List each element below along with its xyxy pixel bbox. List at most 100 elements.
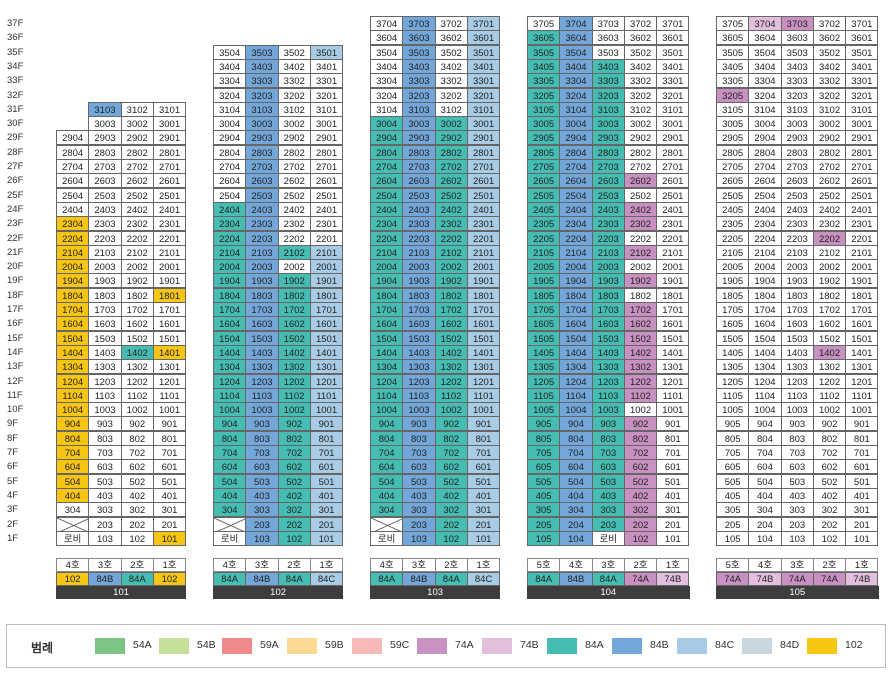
unit-cell: 3403	[402, 58, 436, 74]
unit-cell: 204	[748, 516, 782, 532]
unit-cell: 1504	[213, 330, 247, 346]
unit-type-label: 74A	[623, 572, 658, 586]
ho-label: 5호	[716, 558, 750, 572]
unit-cell: 601	[656, 459, 690, 475]
unit-cell: 1303	[780, 359, 814, 375]
unit-cell: 2402	[623, 201, 658, 217]
unit-cell: 1404	[748, 344, 782, 360]
unit-cell: 1503	[780, 330, 814, 346]
unit-cell: 3502	[812, 44, 847, 60]
legend-label: 54A	[133, 639, 152, 651]
unit-cell: 1302	[120, 359, 154, 375]
unit-cell: 3204	[213, 87, 247, 103]
unit-cell: 3602	[812, 30, 847, 46]
unit-cell: 1001	[656, 402, 690, 418]
unit-cell: 1903	[780, 273, 814, 289]
unit-cell: 2503	[591, 187, 625, 203]
unit-cell: 1401	[152, 344, 187, 360]
unit-cell: 3003	[591, 116, 625, 132]
unit-cell: 2701	[152, 159, 187, 174]
legend-label: 74B	[520, 639, 539, 651]
unit-cell: 2702	[434, 159, 468, 174]
unit-cell: 2303	[88, 216, 122, 232]
unit-cell: 1704	[559, 302, 593, 317]
unit-cell: 2802	[434, 144, 468, 160]
unit-cell: 3104	[748, 101, 782, 117]
unit-cell: 2202	[812, 230, 847, 246]
unit-type-label: 84A	[120, 572, 154, 586]
unit-cell: 903	[780, 416, 814, 432]
unit-cell: 1801	[152, 287, 187, 303]
unit-type-label: 102	[152, 572, 187, 586]
unit-cell: 3205	[716, 87, 750, 103]
unit-cell: 501	[845, 473, 879, 489]
unit-cell: 3403	[780, 58, 814, 74]
unit-cell: 1902	[120, 273, 154, 289]
unit-cell: 3203	[245, 87, 279, 103]
unit-cell: 202	[120, 516, 154, 532]
unit-cell: 2103	[245, 244, 279, 260]
unit-cell: 1604	[559, 316, 593, 332]
unit-cell: 1804	[559, 287, 593, 303]
unit-cell: 1701	[309, 302, 344, 317]
unit-cell: 3305	[527, 73, 561, 89]
legend-label: 84A	[585, 639, 604, 651]
unit-cell: 1402	[812, 344, 847, 360]
unit-cell: 3502	[623, 44, 658, 60]
unit-cell: 2403	[245, 201, 279, 217]
unit-cell: 1803	[402, 287, 436, 303]
unit-cell: 2002	[623, 259, 658, 275]
unit-cell: 1903	[245, 273, 279, 289]
unit-cell: 2202	[120, 230, 154, 246]
unit-cell: 1804	[370, 287, 404, 303]
unit-type-label: 84A	[370, 572, 404, 586]
legend-swatch	[742, 638, 772, 654]
unit-cell: 903	[245, 416, 279, 432]
unit-cell: 1202	[812, 373, 847, 389]
unit-cell: 2903	[402, 130, 436, 146]
unit-cell: 2403	[88, 201, 122, 217]
unit-cell: 502	[277, 473, 311, 489]
unit-cell: 3703	[591, 16, 625, 31]
unit-cell: 2802	[623, 144, 658, 160]
ho-label: 1호	[309, 558, 344, 572]
unit-cell: 1503	[591, 330, 625, 346]
unit-cell: 2502	[277, 187, 311, 203]
unit-cell: 1804	[213, 287, 247, 303]
unit-cell: 1702	[277, 302, 311, 317]
unit-cell: 702	[812, 445, 847, 460]
unit-cell: 3601	[466, 30, 501, 46]
unit-cell: 3605	[527, 30, 561, 46]
unit-cell: 1201	[656, 373, 690, 389]
unit-cell: 902	[812, 416, 847, 432]
unit-cell: 2801	[656, 144, 690, 160]
unit-cell: 2603	[88, 173, 122, 189]
unit-cell: 2602	[434, 173, 468, 189]
unit-cell: 1401	[309, 344, 344, 360]
legend-label: 84D	[780, 639, 800, 651]
unit-cell: 1904	[370, 273, 404, 289]
unit-cell: 904	[213, 416, 247, 432]
unit-cell: 2004	[370, 259, 404, 275]
unit-cell: 103	[245, 530, 279, 546]
unit-cell: 603	[780, 459, 814, 475]
unit-cell: 3604	[748, 30, 782, 46]
unit-cell: 2604	[56, 173, 90, 189]
unit-cell: 3303	[780, 73, 814, 89]
unit-cell: 2904	[213, 130, 247, 146]
unit-cell: 2003	[780, 259, 814, 275]
unit-cell: 2302	[434, 216, 468, 232]
unit-cell: 301	[845, 502, 879, 518]
unit-cell: 2301	[309, 216, 344, 232]
unit-cell: 3303	[591, 73, 625, 89]
unit-cell: 2601	[656, 173, 690, 189]
unit-cell: 1702	[812, 302, 847, 317]
unit-cell: 1304	[748, 359, 782, 375]
unit-cell: 2704	[213, 159, 247, 174]
unit-type-label: 84B	[245, 572, 279, 586]
unit-cell: 1103	[780, 387, 814, 403]
unit-cell: 3103	[245, 101, 279, 117]
unit-cell: 403	[402, 487, 436, 503]
unit-cell: 1901	[152, 273, 187, 289]
unit-cell: 3605	[716, 30, 750, 46]
